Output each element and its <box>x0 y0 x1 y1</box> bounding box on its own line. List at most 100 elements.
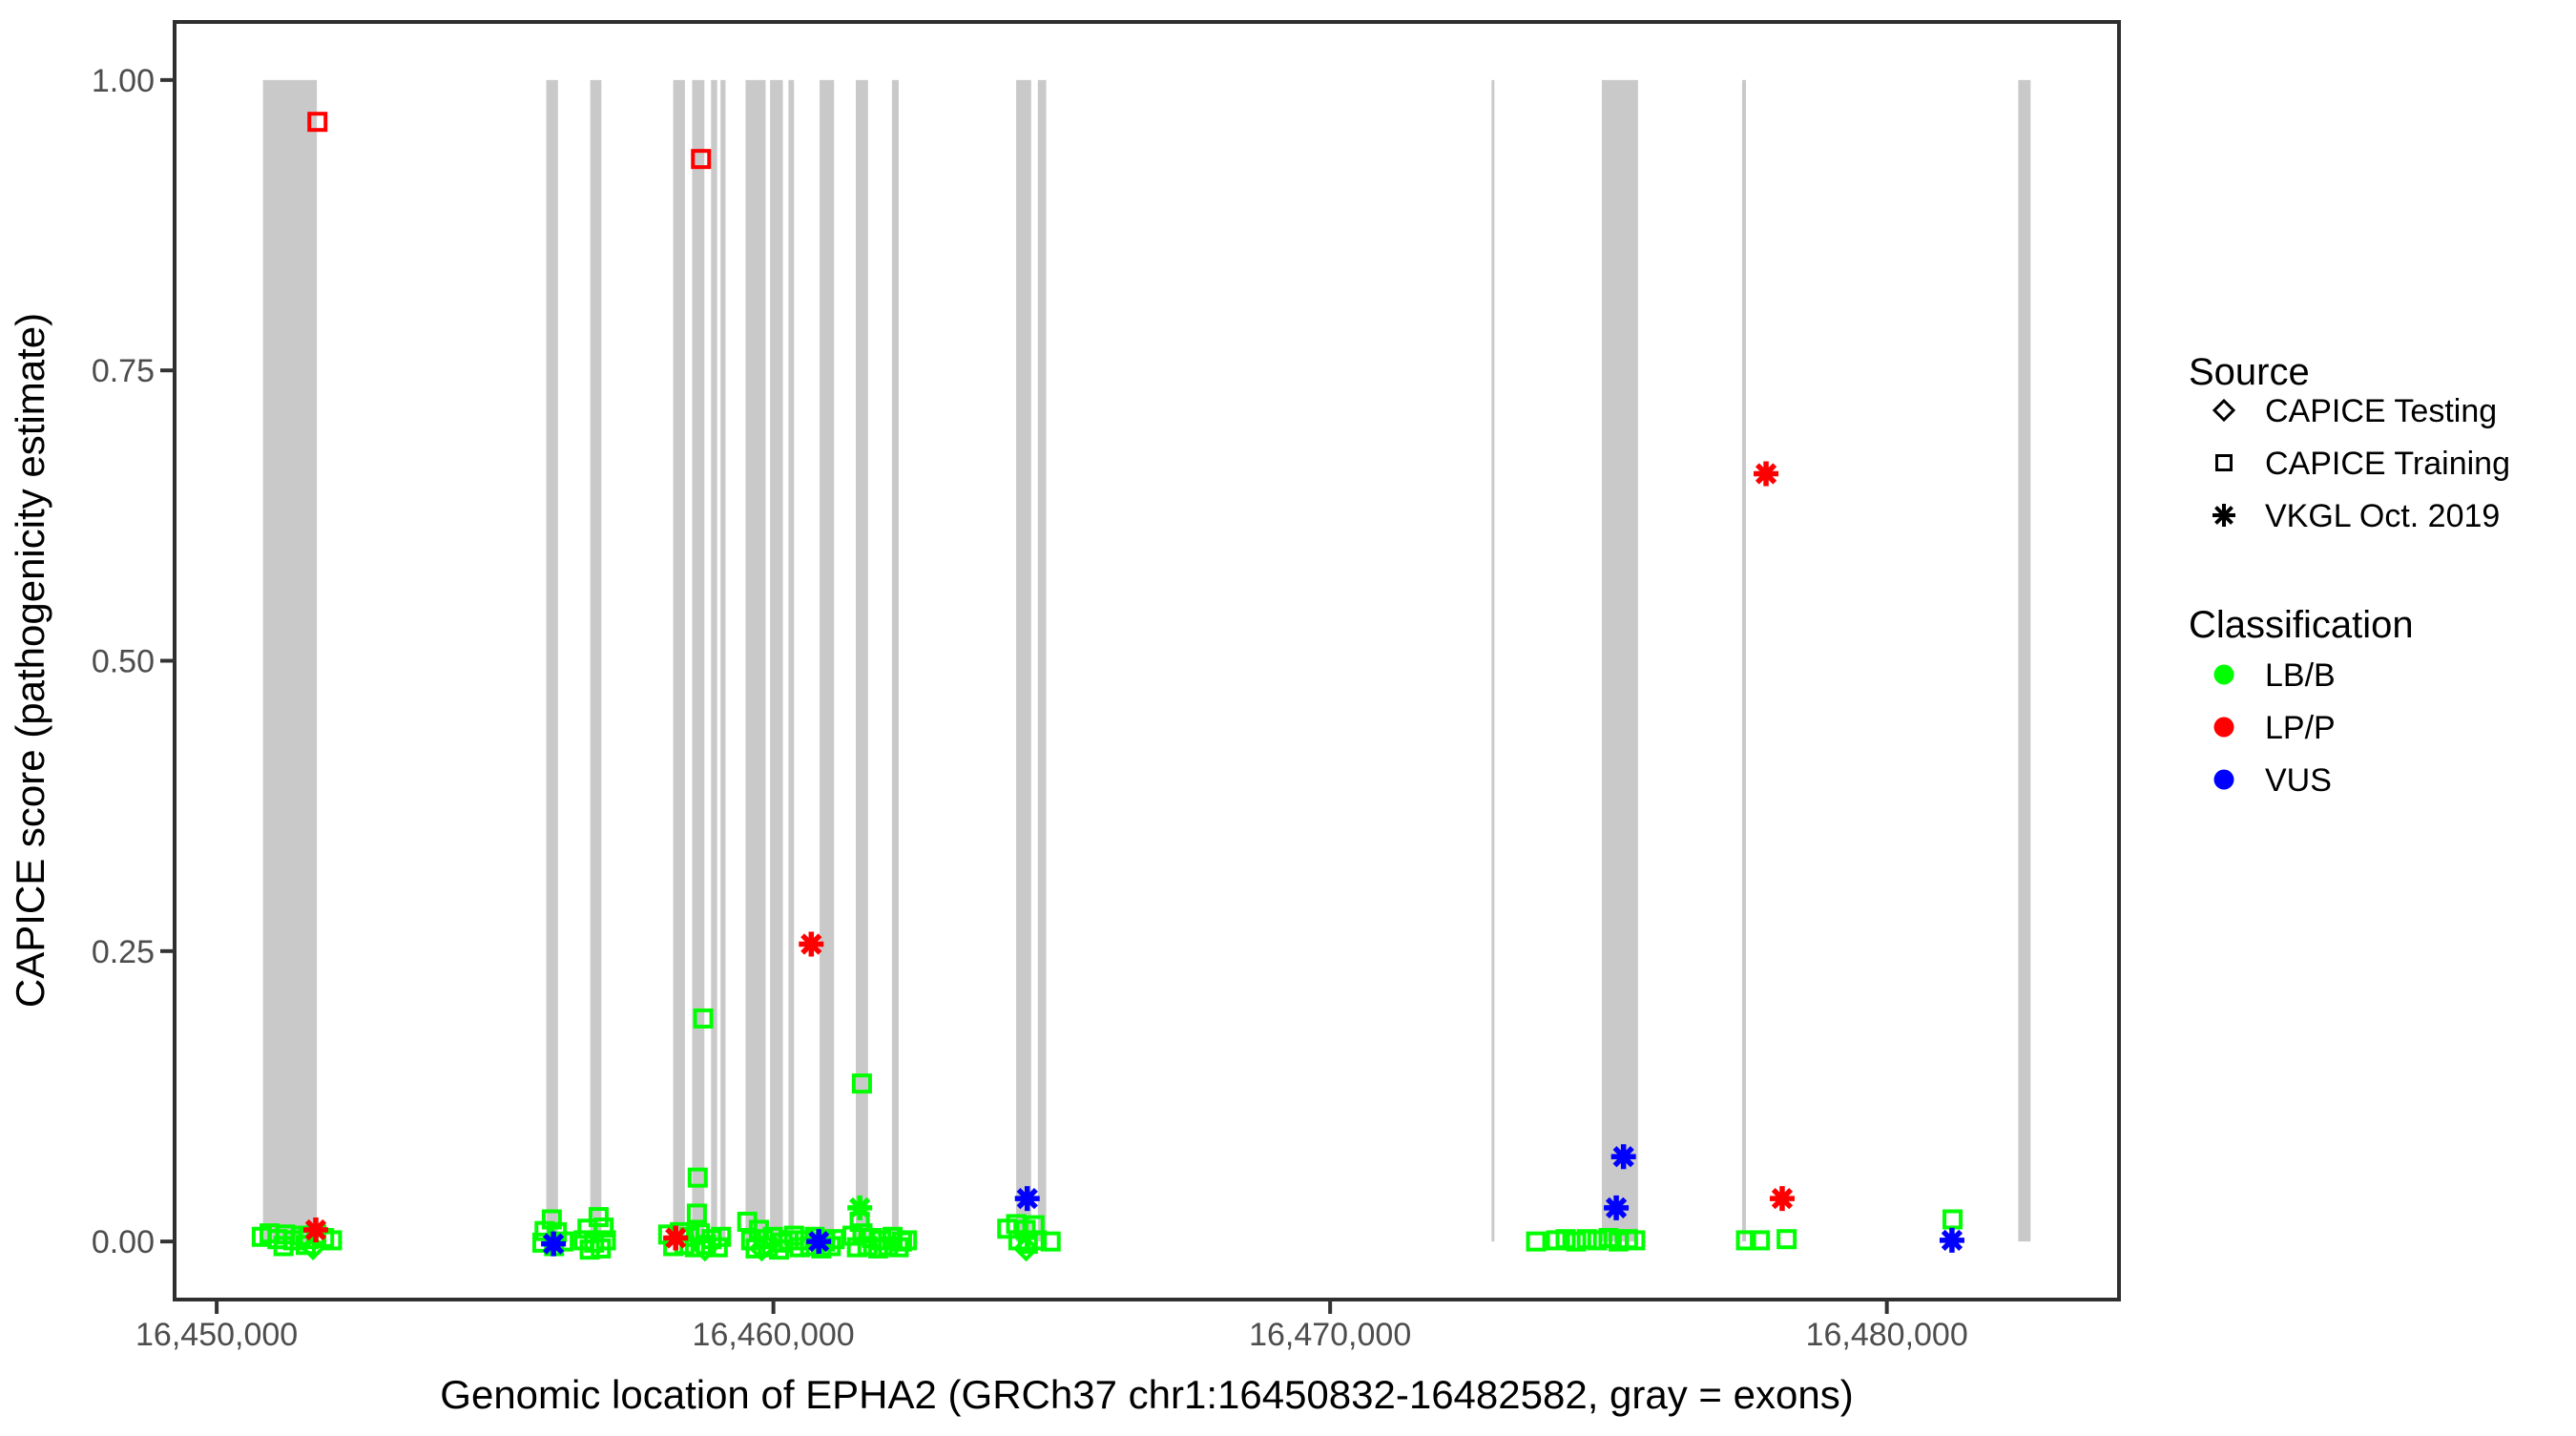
marker-asterisk <box>541 1231 567 1257</box>
exon-bar <box>891 79 899 1242</box>
marker-square <box>1576 1229 1597 1250</box>
marker-asterisk <box>1769 1186 1795 1212</box>
series-vkgl-oct-2019-lb-b <box>847 1195 873 1220</box>
x-tick-label: 16,450,000 <box>135 1317 298 1353</box>
marker-square <box>1027 1230 1048 1251</box>
exon-bar <box>720 79 726 1242</box>
data-points <box>251 112 1964 1262</box>
marker-asterisk <box>806 1229 832 1255</box>
legend-item-vus: VUS <box>2213 762 2332 799</box>
series-capice-training-lp-p <box>307 112 712 170</box>
classification-dot-icon <box>2213 769 2234 790</box>
legend-item-label: LB/B <box>2265 657 2336 694</box>
y-tick-label: 0.00 <box>92 1224 155 1260</box>
marker-square <box>686 1203 707 1224</box>
y-axis-title: CAPICE score (pathogenicity estimate) <box>8 313 52 1008</box>
marker-square <box>1555 1229 1576 1250</box>
exon-bars <box>262 79 2031 1242</box>
marker-asterisk <box>1014 1186 1040 1212</box>
marker-square <box>579 1239 600 1260</box>
y-tick-label: 0.25 <box>92 934 155 970</box>
exon-bar <box>1037 79 1047 1242</box>
marker-square <box>1040 1231 1061 1252</box>
exon-bar <box>770 79 783 1242</box>
marker-square <box>307 112 328 133</box>
classification-dot-icon <box>2213 664 2234 685</box>
marker-square <box>1750 1230 1771 1251</box>
exon-bar <box>855 79 868 1242</box>
marker-asterisk <box>302 1217 328 1242</box>
marker-square <box>696 1235 717 1256</box>
asterisk-icon <box>2212 504 2235 527</box>
square-icon <box>2215 454 2233 471</box>
exon-bar <box>820 79 835 1242</box>
marker-asterisk <box>1610 1144 1636 1170</box>
marker-square <box>857 1236 878 1257</box>
y-tick-label: 0.50 <box>92 644 155 680</box>
exon-bar <box>1741 79 1747 1242</box>
legend-item-lp-p: LP/P <box>2213 710 2336 746</box>
legend-item-label: LP/P <box>2265 710 2336 746</box>
marker-square <box>1587 1230 1608 1251</box>
exon-bar <box>711 79 717 1242</box>
marker-square <box>867 1238 888 1259</box>
marker-square <box>783 1225 804 1246</box>
exon-bar <box>590 79 602 1242</box>
exon-bar <box>262 79 318 1242</box>
x-tick-label: 16,460,000 <box>693 1317 855 1353</box>
marker-square <box>851 1073 872 1094</box>
legend-item-label: CAPICE Training <box>2265 446 2510 482</box>
marker-square <box>687 1167 708 1188</box>
marker-square <box>745 1238 766 1259</box>
marker-square <box>1566 1231 1587 1252</box>
legend-item-diamond: CAPICE Testing <box>2212 393 2497 429</box>
legend-item-lb-b: LB/B <box>2213 657 2336 694</box>
y-tick-label: 1.00 <box>92 63 155 99</box>
exon-bar <box>692 79 705 1242</box>
marker-square <box>897 1230 918 1251</box>
marker-square <box>1526 1231 1547 1252</box>
marker-asterisk <box>847 1195 873 1220</box>
legend: Source CAPICE Testing CAPICE Training VKGL… <box>2189 351 2510 799</box>
marker-square <box>1598 1227 1619 1248</box>
x-tick-label: 16,470,000 <box>1249 1317 1411 1353</box>
exon-bar <box>2018 79 2031 1242</box>
exon-bar <box>1016 79 1031 1242</box>
y-tick-label: 0.75 <box>92 353 155 389</box>
marker-square <box>1942 1209 1963 1230</box>
marker-square <box>684 1237 705 1258</box>
exon-bar <box>546 79 558 1242</box>
x-tick-label: 16,480,000 <box>1806 1317 1968 1353</box>
marker-square <box>690 1223 711 1244</box>
exon-bar <box>1601 79 1638 1242</box>
marker-square <box>591 1238 612 1259</box>
y-axis: 0.00 0.25 0.50 0.75 1.00 <box>92 63 175 1260</box>
marker-square <box>846 1237 867 1258</box>
series-vkgl-oct-2019-vus <box>541 1144 1964 1257</box>
marker-asterisk <box>1754 461 1779 487</box>
marker-square <box>1735 1230 1756 1251</box>
marker-square <box>693 1008 714 1029</box>
marker-square <box>707 1237 728 1258</box>
marker-square <box>1625 1230 1646 1251</box>
classification-dot-icon <box>2213 717 2234 738</box>
marker-square <box>273 1236 294 1257</box>
legend-source-items: CAPICE Testing CAPICE Training VKGL Oct. 2… <box>2212 393 2510 534</box>
marker-square <box>758 1237 779 1258</box>
legend-classification-items: LB/B LP/P VUS <box>2213 657 2336 799</box>
exon-bar <box>1491 79 1495 1242</box>
legend-item-square: CAPICE Training <box>2215 446 2510 482</box>
legend-item-asterisk: VKGL Oct. 2019 <box>2212 498 2500 534</box>
legend-source-title: Source <box>2189 351 2310 393</box>
series-vkgl-oct-2019-lp-p <box>302 461 1795 1251</box>
marker-asterisk <box>1939 1227 1964 1253</box>
marker-square <box>878 1236 899 1257</box>
marker-square <box>322 1230 343 1251</box>
marker-square <box>789 1237 810 1258</box>
marker-asterisk <box>1604 1195 1630 1220</box>
marker-asterisk <box>663 1225 689 1251</box>
legend-item-label: VUS <box>2265 762 2332 799</box>
legend-item-label: VKGL Oct. 2019 <box>2265 498 2500 534</box>
